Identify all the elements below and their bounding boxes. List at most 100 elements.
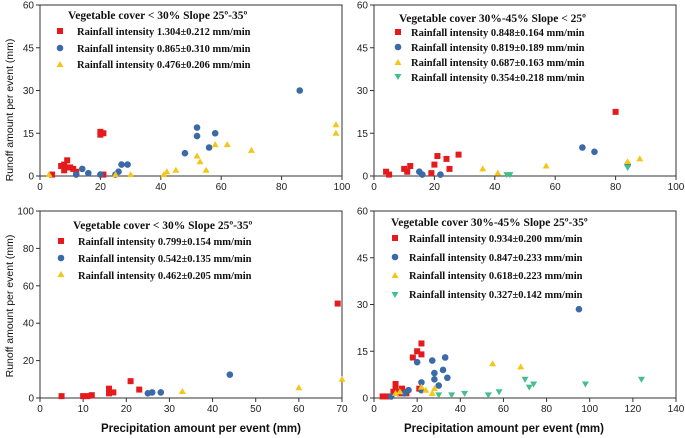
y-tick-label: 0 bbox=[28, 394, 34, 405]
data-point-square bbox=[404, 168, 411, 175]
data-point-square bbox=[61, 167, 68, 174]
data-point-circle bbox=[439, 366, 447, 374]
data-point-square bbox=[97, 131, 104, 138]
legend-label: Rainfall intensity 0.848±0.164 mm/min bbox=[411, 28, 585, 39]
legend-top-left: Vegetable cover < 30% Slope 25º-35º Rain… bbox=[56, 10, 251, 71]
data-point-square bbox=[383, 393, 390, 400]
legend-label: Rainfall intensity 0.618±0.223 mm/min bbox=[409, 271, 583, 282]
legend-marker-triangle bbox=[391, 272, 399, 278]
legend-label: Rainfall intensity 0.847±0.233 mm/min bbox=[409, 253, 583, 264]
data-point-square bbox=[390, 388, 397, 395]
data-point-triangle-down bbox=[435, 392, 443, 399]
data-point-square bbox=[88, 392, 95, 399]
y-tick-label: 60 bbox=[23, 281, 35, 292]
data-point-triangle bbox=[45, 171, 53, 178]
legend-entry: Rainfall intensity 0.865±0.310 mm/min bbox=[56, 44, 251, 55]
data-point-triangle bbox=[636, 155, 644, 162]
x-tick-label: 140 bbox=[668, 404, 685, 415]
x-tick-label: 70 bbox=[336, 404, 348, 415]
data-point-circle bbox=[226, 371, 234, 378]
data-point-square bbox=[64, 164, 71, 171]
data-point-triangle bbox=[127, 171, 135, 178]
data-point-triangle bbox=[202, 166, 210, 173]
data-point-circle bbox=[205, 144, 213, 151]
data-point-circle bbox=[419, 171, 426, 178]
y-tick-label: 30 bbox=[357, 86, 369, 97]
x-tick-label: 20 bbox=[412, 404, 424, 415]
data-point-circle bbox=[431, 369, 438, 377]
data-point-square bbox=[70, 165, 77, 172]
y-tick-label: 100 bbox=[17, 207, 34, 218]
legend-label: Rainfall intensity 0.687±0.163 mm/min bbox=[411, 58, 585, 69]
legend-marker-circle bbox=[394, 43, 402, 51]
data-point-square bbox=[418, 351, 425, 358]
data-point-square bbox=[612, 108, 619, 115]
data-point-circle bbox=[418, 379, 425, 386]
y-tick-label: 60 bbox=[357, 1, 369, 12]
panel-top-left: 0 20 40 60 80 100 0 15 30 45 60 Vegetable cover < … bbox=[23, 1, 351, 194]
legend-marker-circle bbox=[57, 254, 65, 262]
y-tick-label: 0 bbox=[362, 394, 368, 405]
data-point-triangle bbox=[417, 383, 425, 390]
legend-title: Vegetable cover < 30% Slope 25º-35º bbox=[73, 220, 252, 232]
data-point-triangle bbox=[211, 141, 219, 148]
legend-bottom-left: Vegetable cover < 30% Slope 25º-35º Rain… bbox=[57, 220, 252, 282]
data-point-square bbox=[409, 354, 416, 361]
legend-marker-square bbox=[392, 235, 398, 241]
data-point-circle bbox=[431, 376, 438, 383]
y-tick-label: 30 bbox=[357, 300, 369, 311]
y-tick-label: 15 bbox=[357, 347, 369, 358]
data-point-triangle bbox=[542, 162, 550, 169]
y-tick-label: 80 bbox=[23, 244, 35, 255]
x-tick-label: 60 bbox=[498, 404, 510, 415]
data-point-triangle-down bbox=[484, 392, 492, 399]
data-point-circle bbox=[115, 168, 122, 176]
data-point-circle bbox=[72, 171, 80, 178]
x-tick-label: 30 bbox=[164, 404, 176, 415]
data-point-square bbox=[431, 161, 438, 168]
data-point-square bbox=[136, 386, 143, 393]
data-point-circle bbox=[85, 169, 92, 177]
x-tick-label: 0 bbox=[37, 182, 43, 193]
data-point-triangle bbox=[178, 387, 186, 394]
data-point-circle bbox=[441, 354, 449, 361]
data-point-square bbox=[110, 389, 117, 396]
legend-entry: Rainfall intensity 0.819±0.189 mm/min bbox=[394, 43, 585, 54]
data-point-triangle bbox=[112, 171, 119, 178]
data-point-circle bbox=[405, 386, 412, 394]
y-tick-label: 15 bbox=[23, 129, 35, 140]
legend-label: Rainfall intensity 0.542±0.135 mm/min bbox=[78, 254, 252, 265]
data-point-square bbox=[84, 393, 91, 400]
data-point-circle bbox=[437, 171, 444, 178]
data-point-square bbox=[58, 163, 65, 170]
legend-marker-triangle-down bbox=[394, 74, 402, 80]
legend-label: Rainfall intensity 1.304±0.212 mm/min bbox=[77, 27, 251, 38]
legend-marker-square bbox=[395, 29, 401, 35]
data-point-square bbox=[64, 157, 71, 164]
legend-label: Rainfall intensity 0.462±0.205 mm/min bbox=[78, 271, 252, 282]
data-point-triangle-down bbox=[624, 164, 632, 171]
panel-bottom-right: 0 20 40 60 80 100 120 140 0 15 30 45 60 Vegetable co… bbox=[357, 207, 685, 416]
legend-entry: Rainfall intensity 0.799±0.154 mm/min bbox=[58, 237, 252, 248]
legend-entry: Rainfall intensity 0.847±0.233 mm/min bbox=[391, 253, 583, 264]
x-tick-label: 100 bbox=[668, 182, 685, 193]
data-point-triangle-down bbox=[448, 392, 456, 399]
legend-title: Vegetable cover < 30% Slope 25º-35º bbox=[68, 10, 247, 22]
y-tick-label: 0 bbox=[28, 172, 34, 183]
y-tick-label: 30 bbox=[23, 86, 35, 97]
x-tick-label: 60 bbox=[216, 182, 228, 193]
data-point-triangle bbox=[624, 158, 632, 165]
y-tick-label: 0 bbox=[362, 172, 368, 183]
x-tick-label: 40 bbox=[455, 404, 467, 415]
x-tick-label: 100 bbox=[581, 404, 598, 415]
data-point-circle bbox=[428, 357, 436, 364]
plot-frame bbox=[39, 210, 343, 399]
data-point-square bbox=[106, 385, 113, 392]
data-point-square bbox=[100, 130, 107, 137]
data-point-square bbox=[80, 393, 87, 400]
y-axis-label-top: Runoff amount per event (mm) bbox=[4, 39, 16, 182]
data-point-square bbox=[58, 393, 65, 400]
legend-bottom-right: Vegetable cover 30%-45% Slope 25º-35º Ra… bbox=[391, 217, 588, 301]
legend-entry: Rainfall intensity 1.304±0.212 mm/min bbox=[57, 27, 251, 38]
